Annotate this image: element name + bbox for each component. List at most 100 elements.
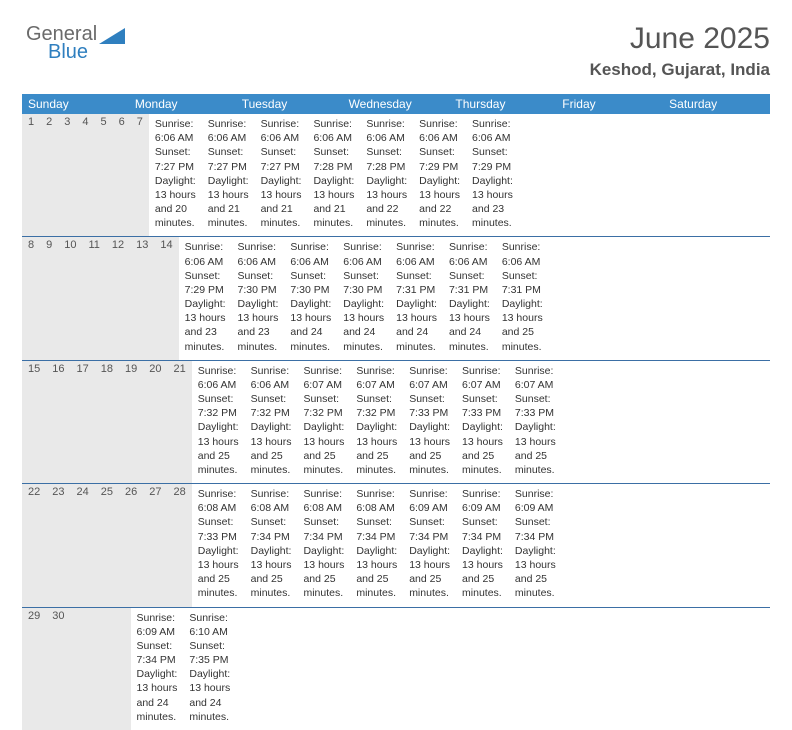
day-cell: Sunrise: 6:06 AMSunset: 7:28 PMDaylight:… xyxy=(360,114,413,236)
daynum-row: 2930 xyxy=(22,608,131,730)
sunset-text: Sunset: 7:32 PM xyxy=(356,392,397,420)
sunset-text: Sunset: 7:34 PM xyxy=(462,515,503,543)
day-number: 29 xyxy=(22,608,46,730)
daylight-text: Daylight: 13 hours and 24 minutes. xyxy=(290,297,331,354)
day-number: 1 xyxy=(22,114,40,236)
sunset-text: Sunset: 7:30 PM xyxy=(290,269,331,297)
day-cell: Sunrise: 6:06 AMSunset: 7:30 PMDaylight:… xyxy=(232,237,285,359)
sunrise-text: Sunrise: 6:07 AM xyxy=(462,364,503,392)
daylight-text: Daylight: 13 hours and 23 minutes. xyxy=(238,297,279,354)
daynum-row: 1234567 xyxy=(22,114,149,236)
day-header: Wednesday xyxy=(343,94,450,114)
logo: General Blue xyxy=(26,24,125,62)
day-cell: Sunrise: 6:06 AMSunset: 7:27 PMDaylight:… xyxy=(202,114,255,236)
daynum-row: 15161718192021 xyxy=(22,361,192,483)
sunrise-text: Sunrise: 6:06 AM xyxy=(238,240,279,268)
day-number: 5 xyxy=(95,114,113,236)
sunrise-text: Sunrise: 6:08 AM xyxy=(251,487,292,515)
day-number: 14 xyxy=(154,237,178,359)
day-cell: Sunrise: 6:06 AMSunset: 7:28 PMDaylight:… xyxy=(307,114,360,236)
week-row: 1234567Sunrise: 6:06 AMSunset: 7:27 PMDa… xyxy=(22,114,770,237)
day-cell: Sunrise: 6:09 AMSunset: 7:34 PMDaylight:… xyxy=(403,484,456,606)
daylight-text: Daylight: 13 hours and 25 minutes. xyxy=(251,544,292,601)
daylight-text: Daylight: 13 hours and 25 minutes. xyxy=(515,544,556,601)
sunrise-text: Sunrise: 6:06 AM xyxy=(290,240,331,268)
logo-word-blue: Blue xyxy=(48,42,97,62)
daylight-text: Daylight: 13 hours and 25 minutes. xyxy=(462,544,503,601)
day-number: 18 xyxy=(95,361,119,483)
day-cell: Sunrise: 6:09 AMSunset: 7:34 PMDaylight:… xyxy=(456,484,509,606)
sunrise-text: Sunrise: 6:06 AM xyxy=(366,117,407,145)
day-number: 9 xyxy=(40,237,58,359)
day-header: Tuesday xyxy=(236,94,343,114)
day-cell: Sunrise: 6:06 AMSunset: 7:30 PMDaylight:… xyxy=(337,237,390,359)
sunrise-text: Sunrise: 6:06 AM xyxy=(449,240,490,268)
day-cell: Sunrise: 6:07 AMSunset: 7:33 PMDaylight:… xyxy=(403,361,456,483)
sunrise-text: Sunrise: 6:06 AM xyxy=(185,240,226,268)
sunrise-text: Sunrise: 6:06 AM xyxy=(343,240,384,268)
day-header: Thursday xyxy=(449,94,556,114)
daylight-text: Daylight: 13 hours and 25 minutes. xyxy=(356,544,397,601)
sunset-text: Sunset: 7:34 PM xyxy=(515,515,556,543)
day-number: 17 xyxy=(71,361,95,483)
sunset-text: Sunset: 7:32 PM xyxy=(251,392,292,420)
day-number xyxy=(83,608,95,730)
daylight-text: Daylight: 13 hours and 25 minutes. xyxy=(409,544,450,601)
day-cell: Sunrise: 6:06 AMSunset: 7:31 PMDaylight:… xyxy=(496,237,549,359)
daylight-text: Daylight: 13 hours and 25 minutes. xyxy=(303,544,344,601)
sunset-text: Sunset: 7:27 PM xyxy=(208,145,249,173)
sunrise-text: Sunrise: 6:06 AM xyxy=(155,117,196,145)
day-cell: Sunrise: 6:08 AMSunset: 7:33 PMDaylight:… xyxy=(192,484,245,606)
sunrise-text: Sunrise: 6:06 AM xyxy=(198,364,239,392)
day-number: 28 xyxy=(168,484,192,606)
daylight-text: Daylight: 13 hours and 24 minutes. xyxy=(189,667,230,724)
sunrise-text: Sunrise: 6:08 AM xyxy=(303,487,344,515)
sunrise-text: Sunrise: 6:06 AM xyxy=(313,117,354,145)
sunset-text: Sunset: 7:32 PM xyxy=(198,392,239,420)
day-number: 12 xyxy=(106,237,130,359)
daylight-text: Daylight: 13 hours and 25 minutes. xyxy=(356,420,397,477)
sunrise-text: Sunrise: 6:07 AM xyxy=(356,364,397,392)
daylight-text: Daylight: 13 hours and 21 minutes. xyxy=(208,174,249,231)
day-number: 26 xyxy=(119,484,143,606)
sunset-text: Sunset: 7:33 PM xyxy=(515,392,556,420)
day-number: 15 xyxy=(22,361,46,483)
daynum-row: 22232425262728 xyxy=(22,484,192,606)
day-headers-row: Sunday Monday Tuesday Wednesday Thursday… xyxy=(22,94,770,114)
day-header: Sunday xyxy=(22,94,129,114)
sunset-text: Sunset: 7:32 PM xyxy=(303,392,344,420)
daylight-text: Daylight: 13 hours and 24 minutes. xyxy=(449,297,490,354)
day-cell: Sunrise: 6:06 AMSunset: 7:32 PMDaylight:… xyxy=(192,361,245,483)
sunrise-text: Sunrise: 6:06 AM xyxy=(208,117,249,145)
logo-text: General Blue xyxy=(26,24,97,62)
sunset-text: Sunset: 7:33 PM xyxy=(462,392,503,420)
day-number: 25 xyxy=(95,484,119,606)
daylight-text: Daylight: 13 hours and 20 minutes. xyxy=(155,174,196,231)
body-row: Sunrise: 6:06 AMSunset: 7:27 PMDaylight:… xyxy=(149,114,519,236)
body-row: Sunrise: 6:09 AMSunset: 7:34 PMDaylight:… xyxy=(131,608,297,730)
sunset-text: Sunset: 7:34 PM xyxy=(409,515,450,543)
day-cell: Sunrise: 6:06 AMSunset: 7:31 PMDaylight:… xyxy=(390,237,443,359)
day-header: Friday xyxy=(556,94,663,114)
day-cell: Sunrise: 6:06 AMSunset: 7:31 PMDaylight:… xyxy=(443,237,496,359)
sunset-text: Sunset: 7:27 PM xyxy=(261,145,302,173)
sunrise-text: Sunrise: 6:09 AM xyxy=(515,487,556,515)
sunset-text: Sunset: 7:31 PM xyxy=(449,269,490,297)
sunrise-text: Sunrise: 6:06 AM xyxy=(251,364,292,392)
sunset-text: Sunset: 7:27 PM xyxy=(155,145,196,173)
day-number xyxy=(119,608,131,730)
sunset-text: Sunset: 7:29 PM xyxy=(472,145,513,173)
sunset-text: Sunset: 7:30 PM xyxy=(343,269,384,297)
daynum-row: 891011121314 xyxy=(22,237,179,359)
body-row: Sunrise: 6:06 AMSunset: 7:32 PMDaylight:… xyxy=(192,361,562,483)
daylight-text: Daylight: 13 hours and 25 minutes. xyxy=(303,420,344,477)
day-number: 3 xyxy=(58,114,76,236)
day-number: 2 xyxy=(40,114,58,236)
day-cell: Sunrise: 6:07 AMSunset: 7:32 PMDaylight:… xyxy=(350,361,403,483)
sunset-text: Sunset: 7:28 PM xyxy=(313,145,354,173)
day-number xyxy=(71,608,83,730)
day-number xyxy=(107,608,119,730)
body-row: Sunrise: 6:08 AMSunset: 7:33 PMDaylight:… xyxy=(192,484,562,606)
day-number: 30 xyxy=(46,608,70,730)
day-cell: Sunrise: 6:08 AMSunset: 7:34 PMDaylight:… xyxy=(350,484,403,606)
